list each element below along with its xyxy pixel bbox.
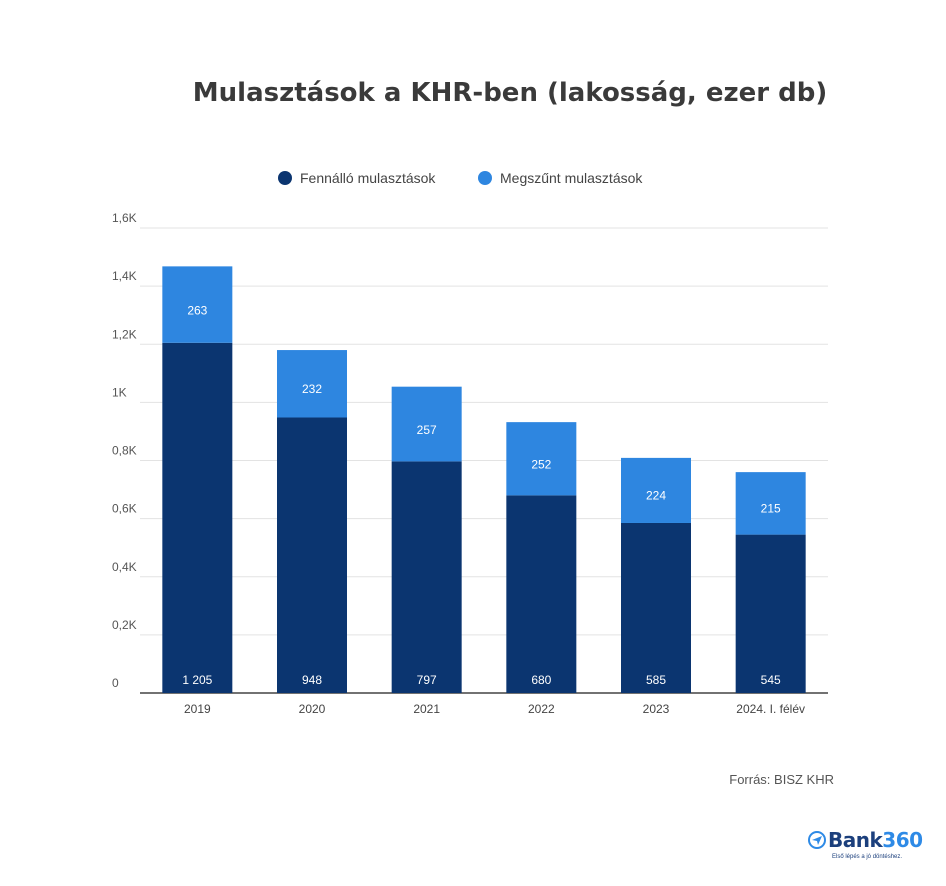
data-label: 948	[302, 673, 322, 687]
bar-megszunt	[277, 350, 347, 418]
data-label: 232	[302, 382, 322, 396]
source-note: Forrás: BISZ KHR	[729, 772, 834, 787]
data-label: 797	[417, 673, 437, 687]
x-tick-label: 2019	[184, 702, 211, 716]
bank360-logo: Bank360 Első lépés a jó döntéshez.	[808, 828, 923, 868]
bar-fennallo	[162, 342, 233, 693]
y-tick-label: 1,2K	[112, 327, 137, 341]
bar-megszunt	[621, 457, 691, 523]
legend-swatch-fennallo	[278, 171, 292, 185]
data-label: 1 205	[182, 673, 212, 687]
data-label: 263	[187, 304, 207, 318]
paper-plane-icon	[808, 831, 826, 849]
data-label: 252	[531, 458, 551, 472]
x-tick-label: 2021	[413, 702, 440, 716]
bar-fennallo	[391, 461, 462, 693]
bar-megszunt	[391, 386, 462, 462]
data-label: 585	[646, 673, 666, 687]
x-tick-label: 2024. I. félév	[736, 702, 805, 716]
x-tick-label: 2020	[299, 702, 326, 716]
legend-label-fennallo: Fennálló mulasztások	[300, 170, 436, 186]
legend-swatch-megszunt	[478, 171, 492, 185]
data-label: 215	[761, 501, 781, 515]
data-label: 545	[761, 673, 781, 687]
data-label: 257	[417, 423, 437, 437]
y-tick-label: 1,6K	[112, 211, 137, 225]
bar-megszunt	[735, 472, 806, 535]
x-tick-label: 2022	[528, 702, 555, 716]
legend-item-megszunt: Megszűnt mulasztások	[478, 170, 642, 186]
chart-title: Mulasztások a KHR-ben (lakosság, ezer db…	[192, 78, 828, 108]
x-tick-label: 2023	[643, 702, 670, 716]
y-tick-label: 0,6K	[112, 502, 137, 516]
y-tick-label: 0,2K	[112, 618, 137, 632]
y-tick-label: 0,4K	[112, 560, 137, 574]
legend: Fennálló mulasztások Megszűnt mulasztáso…	[0, 170, 946, 192]
logo-wordmark: Bank360	[828, 828, 923, 852]
data-label: 224	[646, 489, 666, 503]
bar-fennallo	[735, 534, 806, 693]
y-tick-label: 0,8K	[112, 444, 137, 458]
bar-fennallo	[506, 495, 577, 693]
logo-tagline: Első lépés a jó döntéshez.	[832, 854, 903, 860]
y-tick-label: 0	[112, 676, 119, 690]
y-tick-label: 1K	[112, 385, 127, 399]
bar-fennallo	[277, 417, 347, 693]
y-tick-label: 1,4K	[112, 269, 137, 283]
bar-megszunt	[506, 422, 577, 496]
data-label: 680	[531, 673, 551, 687]
legend-item-fennallo: Fennálló mulasztások	[278, 170, 435, 186]
bar-fennallo	[621, 522, 691, 693]
legend-label-megszunt: Megszűnt mulasztások	[500, 170, 643, 186]
bar-megszunt	[162, 266, 233, 343]
